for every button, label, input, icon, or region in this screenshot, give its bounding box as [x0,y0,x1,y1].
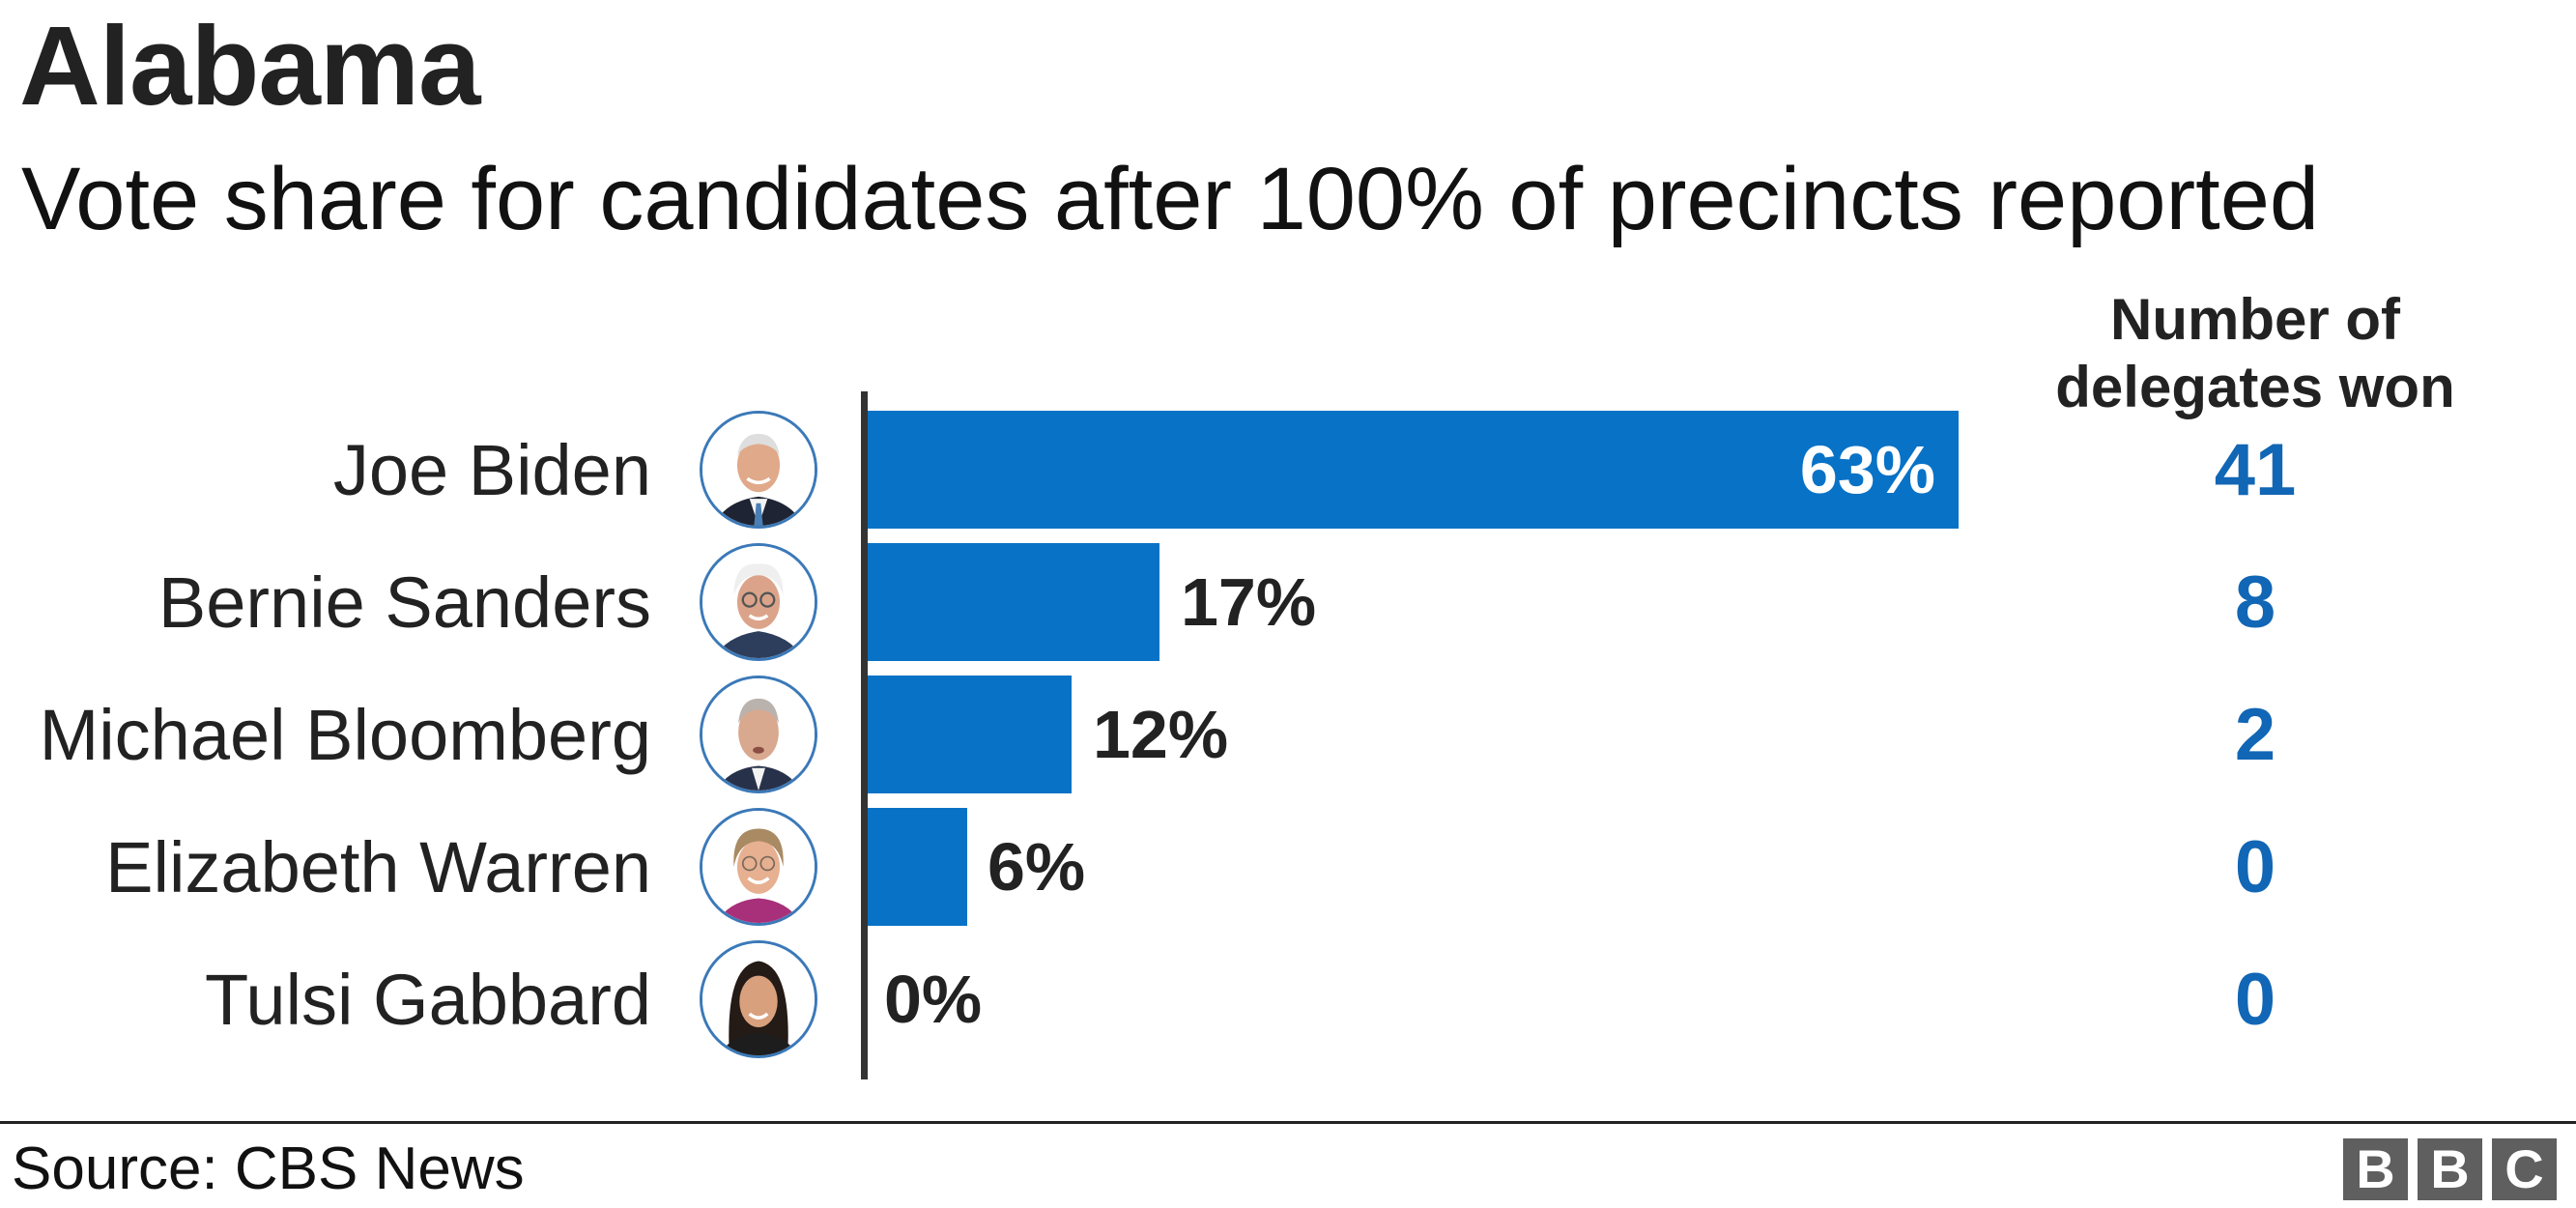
chart-title: Alabama [19,3,481,129]
footer-divider [0,1121,2576,1124]
vote-share-label: 12% [1093,697,1229,772]
joe-biden-portrait-icon [700,411,817,529]
bbc-logo-letter: B [2418,1138,2482,1200]
delegates-won-value: 41 [2214,428,2297,511]
vote-share-label: 63% [1799,432,1935,507]
y-axis-line [861,391,868,1079]
elizabeth-warren-portrait-icon [700,808,817,926]
candidate-row: Tulsi Gabbard 0% 0 [0,940,2576,1058]
source-credit: Source: CBS News [12,1136,525,1202]
candidate-name: Joe Biden [332,429,651,510]
bbc-logo: B B C [2343,1138,2557,1200]
michael-bloomberg-portrait-icon [700,676,817,793]
delegates-column-header: Number of delegates won [2014,286,2497,421]
candidate-row: Michael Bloomberg 12% 2 [0,676,2576,793]
vote-share-bar [868,808,967,926]
delegates-won-value: 8 [2234,561,2276,644]
tulsi-gabbard-portrait-icon [700,940,817,1058]
bbc-logo-letter: C [2492,1138,2557,1200]
delegates-header-line-1: Number of [2110,287,2400,352]
delegates-won-value: 2 [2234,693,2276,776]
vote-share-bar [868,411,1959,529]
candidate-name: Bernie Sanders [157,561,651,643]
vote-share-label: 6% [987,829,1086,905]
delegates-won-value: 0 [2234,958,2276,1041]
candidate-name: Tulsi Gabbard [204,959,651,1040]
candidate-row: Elizabeth Warren 6% 0 [0,808,2576,926]
candidate-name: Elizabeth Warren [105,826,651,907]
vote-share-bar [868,543,1159,661]
bernie-sanders-portrait-icon [700,543,817,661]
bbc-logo-letter: B [2343,1138,2408,1200]
candidate-row: Bernie Sanders 17% 8 [0,543,2576,661]
delegates-header-line-2: delegates won [2055,355,2455,419]
vote-share-label: 17% [1181,564,1317,640]
vote-share-label: 0% [884,962,983,1037]
chart-subtitle: Vote share for candidates after 100% of … [21,150,2320,248]
delegates-won-value: 0 [2234,825,2276,908]
vote-share-bar [868,676,1072,793]
candidate-name: Michael Bloomberg [39,694,651,775]
candidate-row: Joe Biden 63% 41 [0,411,2576,529]
